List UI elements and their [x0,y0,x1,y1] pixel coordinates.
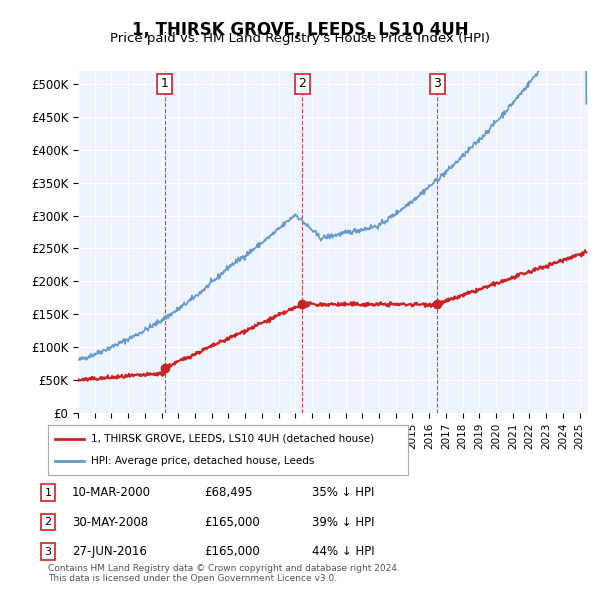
Text: 3: 3 [433,77,441,90]
Text: 1, THIRSK GROVE, LEEDS, LS10 4UH: 1, THIRSK GROVE, LEEDS, LS10 4UH [131,21,469,39]
Text: Price paid vs. HM Land Registry's House Price Index (HPI): Price paid vs. HM Land Registry's House … [110,32,490,45]
Text: 30-MAY-2008: 30-MAY-2008 [72,516,148,529]
Text: 3: 3 [44,547,52,556]
Text: 1: 1 [161,77,169,90]
Text: HPI: Average price, detached house, Leeds: HPI: Average price, detached house, Leed… [91,456,314,466]
Text: £68,495: £68,495 [204,486,253,499]
Text: £165,000: £165,000 [204,545,260,558]
Text: 1, THIRSK GROVE, LEEDS, LS10 4UH (detached house): 1, THIRSK GROVE, LEEDS, LS10 4UH (detach… [91,434,374,444]
Text: 1: 1 [44,488,52,497]
Text: £165,000: £165,000 [204,516,260,529]
Text: 10-MAR-2000: 10-MAR-2000 [72,486,151,499]
Text: 2: 2 [44,517,52,527]
Text: 44% ↓ HPI: 44% ↓ HPI [312,545,374,558]
Text: 39% ↓ HPI: 39% ↓ HPI [312,516,374,529]
Text: 35% ↓ HPI: 35% ↓ HPI [312,486,374,499]
Text: Contains HM Land Registry data © Crown copyright and database right 2024.
This d: Contains HM Land Registry data © Crown c… [48,563,400,583]
Text: 2: 2 [298,77,306,90]
Text: 27-JUN-2016: 27-JUN-2016 [72,545,147,558]
